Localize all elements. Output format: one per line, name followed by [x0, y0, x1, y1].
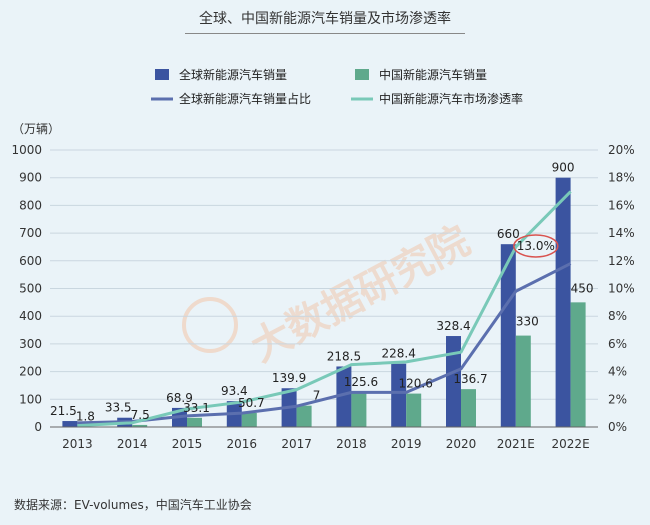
y2-tick-label: 12%	[608, 254, 635, 268]
bar-china	[461, 389, 476, 427]
y2-tick-label: 18%	[608, 171, 635, 185]
data-label-global: 218.5	[327, 349, 361, 363]
y2-tick-label: 16%	[608, 198, 635, 212]
y2-tick-label: 20%	[608, 143, 635, 157]
y2-tick-label: 2%	[608, 392, 627, 406]
y-tick-label: 200	[19, 365, 42, 379]
y2-tick-label: 8%	[608, 309, 627, 323]
y2-tick-label: 0%	[608, 420, 627, 434]
bar-china	[515, 335, 531, 427]
y2-tick-label: 4%	[608, 365, 627, 379]
x-tick-label: 2017	[281, 437, 312, 451]
data-label-global: 68.9	[166, 391, 193, 405]
data-label-global: 328.4	[436, 319, 470, 333]
data-label-global: 228.4	[382, 347, 416, 361]
bar-china	[406, 393, 422, 427]
x-tick-label: 2016	[227, 437, 258, 451]
data-label-global: 139.9	[272, 371, 306, 385]
legend-swatch	[155, 69, 169, 80]
y-tick-label: 400	[19, 309, 42, 323]
data-label-china: 450	[571, 281, 594, 295]
x-tick-label: 2019	[391, 437, 422, 451]
x-tick-label: 2014	[117, 437, 148, 451]
legend-label: 中国新能源汽车市场渗透率	[379, 91, 523, 106]
y-tick-label: 100	[19, 392, 42, 406]
svg-text:大数据研究院: 大数据研究院	[244, 218, 478, 371]
legend-swatch	[355, 69, 369, 80]
y-tick-label: 300	[19, 337, 42, 351]
y-tick-label: 1000	[11, 143, 42, 157]
data-label-global: 900	[552, 161, 575, 175]
y2-tick-label: 10%	[608, 282, 635, 296]
watermark: 大数据研究院	[182, 218, 478, 371]
x-tick-label: 2015	[172, 437, 203, 451]
x-tick-label: 2018	[336, 437, 367, 451]
line-global-share	[77, 262, 572, 425]
y-tick-label: 900	[19, 171, 42, 185]
y-tick-label: 600	[19, 254, 42, 268]
x-tick-label: 2013	[62, 437, 93, 451]
legend-label: 全球新能源汽车销量	[179, 67, 287, 82]
data-label-china: 33.1	[183, 401, 210, 415]
y-tick-label: 0	[34, 420, 42, 434]
data-label-china: 1.8	[76, 410, 95, 424]
chart-title: 全球、中国新能源汽车销量及市场渗透率	[199, 11, 451, 27]
bar-global	[555, 177, 571, 427]
bar-china	[241, 412, 257, 427]
data-label-china: 50.7	[238, 396, 265, 410]
bar-global	[446, 336, 461, 427]
data-label-global: 33.5	[105, 401, 132, 415]
annotation-label: 13.0%	[517, 239, 555, 253]
legend-label: 全球新能源汽车销量占比	[179, 91, 311, 106]
annotation-circle	[513, 234, 559, 258]
bar-china	[132, 424, 148, 427]
data-label-china: 7.5	[131, 408, 150, 422]
bar-global	[62, 421, 78, 427]
y2-tick-label: 14%	[608, 226, 635, 240]
y2-tick-label: 6%	[608, 337, 627, 351]
bar-china	[570, 302, 586, 427]
source-note: 数据来源：EV-volumes，中国汽车工业协会	[14, 498, 252, 512]
data-label-china: 136.7	[453, 372, 487, 386]
data-label-global: 93.4	[221, 384, 248, 398]
data-label-global: 660	[497, 227, 520, 241]
bar-global	[336, 366, 352, 427]
x-tick-label: 2020	[446, 437, 477, 451]
data-label-china: 7	[313, 389, 321, 403]
y-tick-label: 500	[19, 282, 42, 296]
data-label-global: 21.5	[50, 404, 77, 418]
title-underline	[185, 33, 465, 34]
bar-china	[296, 405, 312, 427]
bar-china	[187, 417, 202, 427]
data-label-china: 330	[516, 315, 539, 329]
bar-global	[391, 363, 407, 427]
x-tick-label: 2021E	[497, 437, 535, 451]
line-china-penetration	[77, 190, 572, 428]
y-axis-unit-label: （万辆）	[12, 122, 60, 136]
data-label-china: 125.6	[344, 375, 378, 389]
bar-global	[500, 244, 516, 427]
y-tick-label: 800	[19, 198, 42, 212]
x-tick-label: 2022E	[552, 437, 590, 451]
legend-label: 中国新能源汽车销量	[379, 67, 487, 82]
data-label-china: 120.6	[399, 377, 433, 391]
y-tick-label: 700	[19, 226, 42, 240]
bar-china	[351, 392, 367, 427]
